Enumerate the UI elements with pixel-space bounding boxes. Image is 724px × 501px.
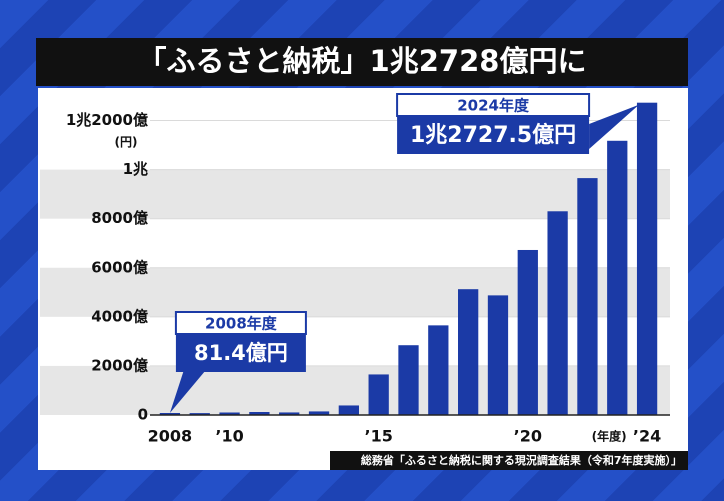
plot: 0 2000億 4000億 6000億 8000億 1兆 1兆2000億 (円) 2008 ’10… (66, 93, 670, 446)
callout-body (397, 116, 590, 154)
bar (547, 211, 568, 415)
callout: 2008年度 81.4億円 (169, 311, 307, 414)
bar (487, 295, 509, 415)
y-tick-label: 6000億 (91, 258, 148, 276)
callout-text: 1兆2727.5億円 (410, 122, 576, 148)
callout-label: 2008年度 (205, 315, 278, 333)
bar (577, 178, 598, 415)
x-tick-label: ’15 (365, 427, 393, 446)
x-tick-label: ’20 (514, 427, 542, 446)
bar (249, 412, 270, 415)
callout: 2024年度 1兆2727.5億円 (396, 93, 640, 154)
bar (607, 140, 628, 415)
x-tick-label: ’10 (215, 427, 243, 446)
y-tick-label: 1兆2000億 (66, 111, 148, 129)
bar (279, 412, 300, 415)
bar (159, 413, 181, 415)
bar (338, 405, 359, 415)
y-tick-label: 2000億 (91, 356, 148, 374)
bar (368, 374, 389, 415)
y-unit: (円) (115, 135, 138, 149)
callout-text: 81.4億円 (194, 341, 288, 365)
callout-label: 2024年度 (457, 97, 530, 115)
grid-band (40, 169, 670, 219)
y-tick-label: 8000億 (91, 209, 148, 227)
bar (219, 412, 240, 415)
callout-pointer (169, 370, 206, 414)
bar (398, 345, 419, 415)
bar (428, 325, 449, 415)
bar (458, 289, 479, 415)
callout-pointer (589, 104, 640, 149)
x-tick-label: 2008 (148, 427, 193, 446)
y-tick-label: 1兆 (123, 160, 148, 178)
y-tick-label: 0 (138, 406, 148, 424)
chart-title: 「ふるさと納税」1兆2728億円に (138, 44, 587, 78)
bar (636, 102, 658, 415)
bar (308, 411, 330, 415)
callout-body (175, 334, 306, 372)
bar (189, 413, 210, 415)
source-bar (330, 451, 688, 470)
x-axis-label: (年度) (592, 429, 627, 444)
bar (517, 249, 538, 415)
source: 総務省「ふるさと納税に関する現況調査結果（令和7年度実施）」 (361, 453, 682, 467)
title-bar (36, 38, 688, 86)
x-tick-label: ’24 (633, 427, 661, 446)
y-tick-label: 4000億 (91, 307, 148, 325)
